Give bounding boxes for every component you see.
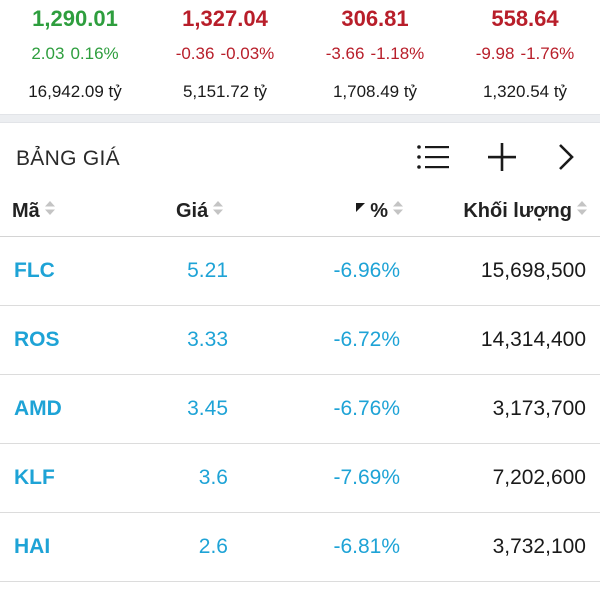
stock-code: HAI (14, 535, 51, 558)
table-row[interactable]: FLC 5.21 -6.96% 15,698,500 (0, 237, 600, 306)
stock-volume: 15,698,500 (480, 259, 586, 282)
sort-icon (576, 199, 588, 223)
list-view-button[interactable] (410, 137, 454, 177)
index-value: 1,290.01 (32, 6, 118, 31)
table-row[interactable]: ROS 3.33 -6.72% 14,314,400 (0, 306, 600, 375)
stock-percent-change: -6.81% (333, 535, 400, 558)
stock-price: 3.33 (187, 328, 228, 351)
index-turnover: 5,151.72 tỷ (182, 82, 268, 101)
index-change-percent: -1.18% (370, 44, 425, 63)
index-card[interactable]: 558.64 -9.98 -1.76% 1,320.54 tỷ (450, 0, 600, 114)
toggle-corner-icon (356, 195, 366, 218)
index-change-percent: -0.03% (220, 44, 275, 63)
plus-icon (480, 137, 524, 177)
index-change-percent: -1.76% (520, 44, 575, 63)
stock-percent-change: -6.76% (333, 397, 400, 420)
stock-price: 3.6 (198, 466, 228, 489)
index-change-percent: 0.16% (70, 44, 119, 63)
stock-code: KLF (14, 466, 55, 489)
chevron-right-icon (546, 137, 590, 177)
index-change: -0.36 -0.03% (150, 44, 300, 64)
table-row[interactable]: HAI 2.6 -6.81% 3,732,100 (0, 513, 600, 582)
stock-volume: 3,173,700 (492, 397, 586, 420)
index-turnover: 1,708.49 tỷ (332, 82, 418, 101)
sort-icon (44, 199, 56, 223)
stock-price: 5.21 (187, 259, 228, 282)
index-turnover: 1,320.54 tỷ (482, 82, 568, 101)
index-change: 2.03 0.16% (0, 44, 150, 64)
index-value: 306.81 (341, 6, 409, 31)
sort-icon (212, 199, 224, 223)
column-header-label: Giá (176, 199, 209, 222)
index-change-points: -3.66 (325, 44, 365, 63)
add-button[interactable] (480, 137, 524, 177)
sort-icon (392, 199, 404, 223)
stock-code: ROS (14, 328, 60, 351)
index-card[interactable]: 1,290.01 2.03 0.16% 16,942.09 tỷ (0, 0, 150, 114)
list-icon (410, 137, 454, 177)
index-card[interactable]: 306.81 -3.66 -1.18% 1,708.49 tỷ (300, 0, 450, 114)
table-row[interactable]: KLF 3.6 -7.69% 7,202,600 (0, 444, 600, 513)
column-header-code[interactable]: Mã (12, 199, 56, 223)
column-header-label: Mã (12, 199, 40, 222)
column-header-label: Khối lượng (463, 199, 572, 222)
index-change-points: -0.36 (175, 44, 215, 63)
market-indices: 1,290.01 2.03 0.16% 16,942.09 tỷ 1,327.04… (0, 0, 600, 114)
index-change-points: -9.98 (475, 44, 515, 63)
column-header-percent[interactable]: % (356, 199, 404, 223)
index-change-points: 2.03 (31, 44, 65, 63)
column-header-label: % (370, 199, 388, 222)
column-header-volume[interactable]: Khối lượng (463, 199, 588, 223)
stock-volume: 7,202,600 (492, 466, 586, 489)
board-title: BẢNG GIÁ (16, 147, 120, 170)
next-button[interactable] (546, 137, 590, 177)
stock-volume: 3,732,100 (492, 535, 586, 558)
stock-percent-change: -6.96% (333, 259, 400, 282)
section-divider (0, 114, 600, 123)
table-header: Mã Giá (0, 193, 600, 237)
index-card[interactable]: 1,327.04 -0.36 -0.03% 5,151.72 tỷ (150, 0, 300, 114)
stock-code: FLC (14, 259, 55, 282)
stock-percent-change: -7.69% (333, 466, 400, 489)
stock-percent-change: -6.72% (333, 328, 400, 351)
stock-code: AMD (14, 397, 62, 420)
index-change: -3.66 -1.18% (300, 44, 450, 64)
table-row[interactable]: AMD 3.45 -6.76% 3,173,700 (0, 375, 600, 444)
price-table: Mã Giá (0, 193, 600, 582)
board-header: BẢNG GIÁ (0, 123, 600, 193)
column-header-price[interactable]: Giá (176, 199, 224, 223)
index-change: -9.98 -1.76% (450, 44, 600, 64)
index-value: 1,327.04 (182, 6, 268, 31)
index-value: 558.64 (491, 6, 559, 31)
stock-volume: 14,314,400 (480, 328, 586, 351)
stock-price: 2.6 (198, 535, 228, 558)
index-turnover: 16,942.09 tỷ (28, 82, 122, 101)
stock-price: 3.45 (187, 397, 228, 420)
